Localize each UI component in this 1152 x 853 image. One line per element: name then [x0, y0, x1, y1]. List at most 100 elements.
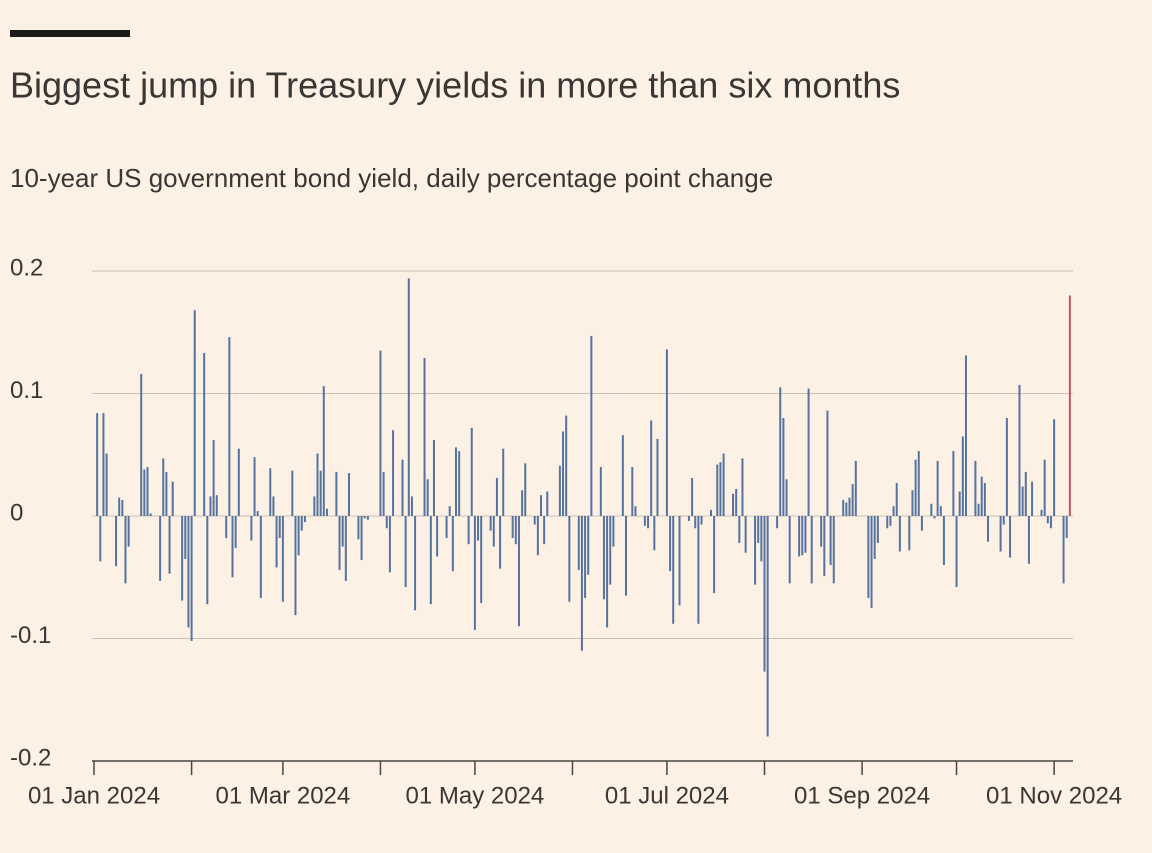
bar — [313, 496, 316, 516]
bar — [738, 516, 741, 543]
bar — [357, 516, 360, 540]
bar — [741, 458, 744, 516]
bar — [602, 516, 605, 600]
bar — [974, 460, 977, 516]
bar — [1024, 471, 1027, 516]
bar — [473, 516, 476, 630]
bar — [1065, 516, 1068, 539]
bar — [977, 503, 980, 516]
bar — [1049, 516, 1052, 529]
bar — [171, 481, 174, 516]
bar — [643, 516, 646, 526]
bar — [187, 516, 190, 628]
bar — [911, 490, 914, 516]
bar — [480, 516, 483, 603]
bar — [1018, 384, 1021, 516]
bar — [401, 459, 404, 516]
bar — [140, 373, 143, 516]
x-tick-label: 01 Sep 2024 — [794, 782, 930, 809]
header-bar — [10, 30, 130, 37]
bar — [845, 502, 848, 516]
bar — [886, 516, 889, 529]
bar — [565, 415, 568, 516]
y-tick-label: 0.2 — [10, 254, 43, 281]
bar — [1002, 516, 1005, 525]
bar — [1043, 459, 1046, 516]
bar — [930, 503, 933, 516]
y-tick-label: 0 — [10, 499, 23, 526]
bar — [650, 420, 653, 516]
bar — [237, 448, 240, 516]
bar — [820, 516, 823, 547]
bar — [335, 471, 338, 516]
bar — [621, 435, 624, 516]
bar — [826, 410, 829, 516]
bar — [987, 516, 990, 542]
y-tick-label: -0.2 — [10, 744, 51, 771]
bar — [521, 490, 524, 516]
bar — [436, 516, 439, 557]
bar — [319, 470, 322, 516]
bar — [961, 436, 964, 516]
bar — [713, 516, 716, 594]
bar — [631, 467, 634, 516]
bar — [458, 451, 461, 516]
bar — [291, 470, 294, 516]
bar — [804, 516, 807, 553]
bar — [124, 516, 127, 584]
bar — [162, 458, 165, 516]
bar — [495, 478, 498, 516]
bar — [832, 516, 835, 584]
bar — [672, 516, 675, 624]
bar — [785, 479, 788, 516]
bar — [514, 516, 517, 545]
bar — [754, 516, 757, 585]
bar — [876, 516, 879, 543]
bar — [908, 516, 911, 551]
bar — [259, 516, 262, 599]
x-tick-label: 01 Jul 2024 — [605, 782, 729, 809]
bar — [278, 516, 281, 539]
bar — [489, 516, 492, 531]
bar — [492, 516, 495, 547]
bar — [599, 467, 602, 516]
bar — [407, 278, 410, 516]
bar — [955, 516, 958, 588]
bar — [190, 516, 193, 641]
bar — [388, 516, 391, 573]
bar — [511, 516, 514, 539]
bar — [744, 516, 747, 553]
bar — [250, 516, 253, 541]
bar — [653, 516, 656, 551]
bar — [936, 460, 939, 516]
bar — [234, 516, 237, 548]
bar — [709, 509, 712, 516]
bar — [801, 516, 804, 556]
bar — [942, 516, 945, 565]
bar — [958, 491, 961, 516]
bar — [429, 516, 432, 605]
bar — [810, 516, 813, 584]
bar — [344, 516, 347, 581]
bar — [168, 516, 171, 574]
bar — [763, 516, 766, 672]
bar — [209, 496, 212, 516]
bar — [917, 451, 920, 516]
bar — [165, 471, 168, 516]
bar — [807, 388, 810, 516]
bar — [766, 516, 769, 737]
bar — [722, 453, 725, 516]
bar — [543, 516, 546, 545]
bar — [385, 516, 388, 529]
bar — [889, 516, 892, 526]
bar — [517, 516, 520, 627]
bar — [502, 448, 505, 516]
bar — [470, 427, 473, 516]
x-tick-label: 01 Mar 2024 — [215, 782, 350, 809]
bar — [719, 462, 722, 516]
bar — [115, 516, 118, 567]
bar — [678, 516, 681, 606]
bar — [410, 496, 413, 516]
bar — [159, 516, 162, 581]
bar — [634, 506, 637, 516]
